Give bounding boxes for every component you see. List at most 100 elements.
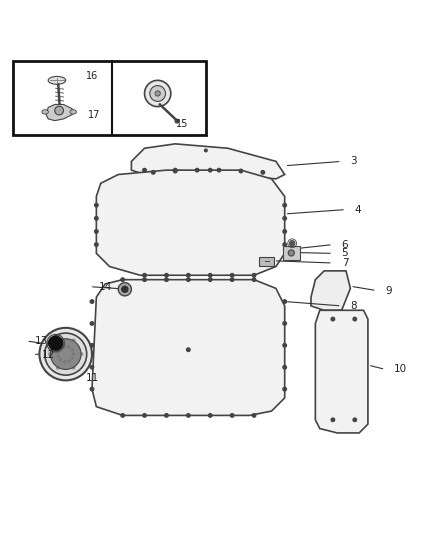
Text: 12: 12: [42, 350, 55, 360]
Polygon shape: [311, 271, 350, 310]
Circle shape: [143, 273, 146, 277]
Text: 3: 3: [350, 156, 357, 166]
Circle shape: [122, 286, 128, 292]
Polygon shape: [315, 310, 368, 433]
Circle shape: [290, 241, 295, 246]
Circle shape: [288, 250, 294, 256]
FancyBboxPatch shape: [259, 257, 274, 265]
Circle shape: [230, 278, 234, 281]
Circle shape: [331, 317, 335, 321]
Circle shape: [60, 348, 62, 349]
Text: 13: 13: [35, 336, 48, 346]
Circle shape: [165, 273, 168, 277]
Circle shape: [143, 168, 146, 172]
Circle shape: [187, 348, 190, 351]
Circle shape: [39, 328, 92, 381]
Circle shape: [195, 168, 199, 172]
Text: 17: 17: [88, 110, 100, 120]
Ellipse shape: [48, 76, 66, 84]
Polygon shape: [96, 170, 285, 275]
Circle shape: [68, 360, 70, 362]
Circle shape: [95, 230, 98, 233]
Circle shape: [49, 336, 63, 350]
Circle shape: [187, 278, 190, 281]
Circle shape: [283, 387, 286, 391]
Text: 10: 10: [394, 365, 407, 374]
Ellipse shape: [42, 110, 48, 114]
Text: 7: 7: [342, 258, 348, 268]
Circle shape: [283, 230, 286, 233]
Circle shape: [118, 282, 131, 296]
Circle shape: [72, 339, 75, 342]
Circle shape: [71, 349, 73, 351]
Circle shape: [261, 171, 265, 174]
Circle shape: [45, 333, 87, 375]
Polygon shape: [92, 280, 285, 415]
Polygon shape: [131, 144, 285, 179]
Circle shape: [60, 359, 62, 361]
Circle shape: [187, 414, 190, 417]
Circle shape: [208, 168, 212, 172]
Text: 11: 11: [85, 373, 99, 383]
Text: 15: 15: [176, 119, 188, 129]
Circle shape: [49, 353, 51, 356]
Circle shape: [230, 414, 234, 417]
Circle shape: [283, 366, 286, 369]
Circle shape: [230, 273, 234, 277]
Circle shape: [71, 357, 73, 359]
Circle shape: [331, 418, 335, 422]
Circle shape: [143, 278, 146, 281]
Circle shape: [57, 356, 59, 357]
Text: 5: 5: [342, 248, 348, 259]
Circle shape: [187, 273, 190, 277]
Circle shape: [90, 300, 94, 303]
Circle shape: [121, 278, 124, 281]
Circle shape: [283, 322, 286, 325]
Text: 8: 8: [350, 301, 357, 311]
Circle shape: [64, 345, 66, 348]
Circle shape: [205, 149, 207, 152]
Circle shape: [155, 91, 160, 96]
Bar: [13, 61, 206, 135]
Circle shape: [175, 119, 179, 123]
Circle shape: [57, 351, 59, 353]
Circle shape: [217, 168, 221, 172]
Circle shape: [57, 339, 59, 342]
Circle shape: [353, 317, 357, 321]
Circle shape: [283, 204, 286, 207]
Circle shape: [64, 361, 66, 362]
Circle shape: [208, 273, 212, 277]
Text: 6: 6: [342, 240, 348, 249]
Circle shape: [90, 387, 94, 391]
Circle shape: [90, 322, 94, 325]
Circle shape: [208, 278, 212, 281]
Text: 9: 9: [385, 286, 392, 296]
Text: 16: 16: [86, 71, 98, 81]
Circle shape: [143, 414, 146, 417]
Circle shape: [239, 169, 243, 173]
Circle shape: [72, 353, 74, 355]
Circle shape: [173, 169, 177, 173]
Circle shape: [283, 243, 286, 246]
Circle shape: [173, 168, 177, 172]
Circle shape: [165, 414, 168, 417]
Ellipse shape: [70, 110, 76, 114]
Circle shape: [283, 300, 286, 303]
Circle shape: [353, 418, 357, 422]
Circle shape: [252, 278, 256, 281]
Circle shape: [68, 346, 70, 348]
Circle shape: [95, 216, 98, 220]
Circle shape: [95, 204, 98, 207]
Circle shape: [252, 414, 256, 417]
Circle shape: [55, 106, 64, 115]
Circle shape: [165, 278, 168, 281]
Circle shape: [152, 171, 155, 174]
Circle shape: [283, 344, 286, 347]
Text: 14: 14: [99, 281, 112, 292]
Circle shape: [283, 216, 286, 220]
Circle shape: [50, 339, 81, 369]
Circle shape: [90, 344, 94, 347]
Circle shape: [121, 414, 124, 417]
Circle shape: [57, 367, 59, 369]
Circle shape: [150, 86, 166, 101]
